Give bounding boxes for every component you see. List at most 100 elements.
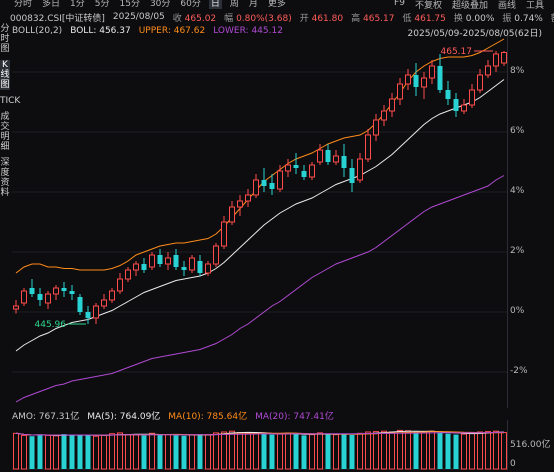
candle-body (269, 183, 275, 189)
boll-mid-value: BOLL: 456.37 (70, 26, 131, 36)
tab-fenshi[interactable]: 分时 (14, 0, 33, 9)
volume-bar (501, 432, 507, 470)
tab-day[interactable]: 日 (208, 0, 222, 9)
close-value: 465.02 (184, 13, 217, 24)
tab-60min[interactable]: 60分 (180, 0, 201, 9)
overlay-button[interactable]: 超级叠加 (451, 1, 488, 11)
adjust-button[interactable]: 不复权 (414, 1, 442, 11)
sidebar-item-depth[interactable]: 深度资料 (0, 158, 10, 198)
quote-info-bar: 000832.CSI[中证转债] 2025/08/05 收 465.02 幅 0… (10, 11, 554, 24)
volume-bar (45, 434, 51, 470)
tab-1min[interactable]: 1分 (70, 0, 85, 9)
candle-body (133, 263, 139, 271)
tab-30min[interactable]: 30分 (149, 0, 171, 9)
volume-bar (61, 434, 67, 469)
candle-body (389, 98, 395, 112)
volume-bar (317, 432, 323, 470)
volume-bar (285, 432, 291, 470)
volume-bar (325, 434, 331, 469)
candle-body (101, 299, 107, 307)
volume-bar (93, 435, 99, 470)
volume-bar (485, 431, 491, 470)
open-value: 461.80 (311, 13, 344, 24)
turnover-group: 换 0.00% (454, 11, 494, 24)
volume-bar (357, 432, 363, 470)
volume-bar (365, 431, 371, 470)
tools-button[interactable]: 工具 (525, 1, 544, 11)
boll-mid-line (15, 79, 505, 352)
tab-duori[interactable]: 多日 (42, 0, 61, 9)
candlestick-chart[interactable]: 465.17 445.96 (12, 36, 508, 408)
candle-body (285, 164, 291, 172)
candle-body (21, 290, 27, 304)
volume-bar (389, 431, 395, 470)
boll-indicator-label[interactable]: BOLL(20,2) (12, 26, 63, 36)
volume-bar (125, 434, 131, 470)
y-tick: 6% (510, 126, 525, 136)
candle-body (453, 99, 459, 111)
candle-body (501, 52, 507, 64)
volume-bar (109, 433, 115, 470)
y-tick: 4% (510, 186, 525, 196)
amp-label: 振 (502, 13, 512, 24)
candle-body (197, 261, 203, 273)
ma5-value: MA(5): 764.09亿 (87, 411, 161, 422)
tab-5min[interactable]: 5分 (94, 0, 110, 9)
sidebar-item-kline[interactable]: K线图 (0, 60, 10, 90)
tab-15min[interactable]: 15分 (119, 0, 140, 9)
change-group: 幅 0.80%(3.68) (224, 11, 292, 24)
amo-value[interactable]: AMO: 767.31亿 (12, 411, 80, 422)
volume-bar (469, 432, 475, 470)
turnover-value: 0.00% (465, 13, 495, 24)
sidebar-item-fenshi[interactable]: 分时图 (0, 24, 10, 54)
candle-body (405, 74, 411, 85)
ma10-value: MA(10): 785.64亿 (168, 411, 248, 422)
draw-line-button[interactable]: 画线 (497, 1, 516, 11)
volume-bar (493, 430, 499, 470)
volume-bar (205, 434, 211, 470)
volume-chart[interactable] (12, 420, 508, 470)
open-group: 开 461.80 (300, 11, 343, 24)
tab-week[interactable]: 周 (229, 0, 239, 9)
volume-bar (269, 434, 275, 469)
volume-bar (181, 435, 187, 469)
volume-bar (69, 435, 75, 469)
candle-body (165, 257, 171, 265)
candle-body (461, 104, 467, 112)
volume-bar (373, 431, 379, 470)
volume-bar (213, 432, 219, 470)
volume-bar (197, 434, 203, 469)
close-group: 收 465.02 (173, 11, 216, 24)
volume-bar (117, 432, 123, 470)
f9-button[interactable]: F9 (394, 0, 405, 8)
date-range: 2025/05/09-2025/08/05(62日) (407, 29, 542, 39)
volume-bar (397, 429, 403, 470)
candle-body (381, 110, 387, 121)
candle-body (173, 255, 179, 267)
low-group: 低 461.75 (403, 11, 446, 24)
tab-more[interactable]: 更多 (267, 0, 286, 9)
candle-body (413, 75, 419, 87)
volume-bar (189, 434, 195, 470)
volume-tick-zero: 0 (510, 459, 516, 469)
volume-bar (437, 432, 443, 469)
tab-month[interactable]: 月 (248, 0, 258, 9)
high-price-label: 465.17 (441, 47, 473, 57)
boll-upper-value: UPPER: 467.62 (138, 26, 206, 36)
ma20-value: MA(20): 747.41亿 (255, 411, 334, 422)
sidebar-item-trades[interactable]: 成交明细 (0, 112, 10, 152)
left-view-sidebar: 分时图 K线图 TICK 成交明细 深度资料 (0, 24, 21, 472)
candle-body (229, 206, 235, 223)
volume-bar (405, 430, 411, 470)
low-label: 低 (402, 13, 412, 24)
candle-body (125, 269, 131, 280)
candle-body (245, 194, 251, 202)
candle-body (349, 168, 355, 183)
candle-body (37, 294, 43, 300)
volume-bar (429, 430, 435, 470)
amount-label: 额 (551, 11, 554, 24)
boll-upper-line (15, 38, 505, 274)
volume-bar (453, 434, 459, 469)
volume-bar (245, 432, 251, 470)
sidebar-item-tick[interactable]: TICK (0, 96, 21, 106)
